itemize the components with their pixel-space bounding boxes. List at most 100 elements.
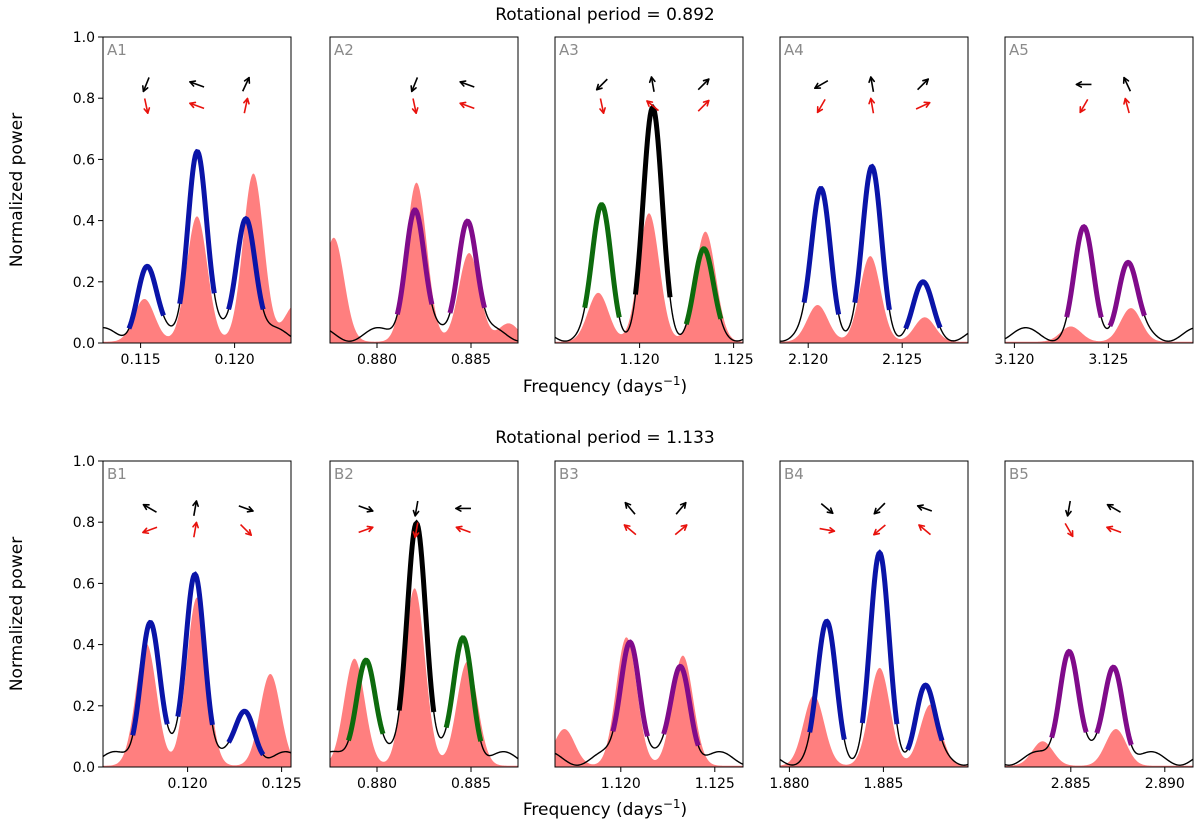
arrow-red-3 [915, 101, 931, 110]
peak-3-highlight [443, 635, 484, 742]
y-tick-label: 0.4 [73, 638, 95, 654]
peak-1-highlight [126, 263, 166, 330]
arrow-red-2-head [189, 101, 197, 105]
panel-plot-area [780, 549, 968, 767]
arrow-red-3 [697, 99, 710, 112]
arrow-black-3 [916, 504, 933, 512]
arrow-black-2-head [412, 509, 416, 517]
peak-2-highlight [447, 218, 487, 314]
panel-label: B1 [107, 465, 127, 483]
arrow-red-3-head [918, 524, 926, 527]
arrow-black-2-head [1123, 76, 1130, 82]
panel-a4: 2.120 2.125 A4 [779, 36, 969, 368]
arrow-black-1-head [826, 511, 834, 515]
power-fill-area [103, 173, 291, 343]
arrow-black-2-head [650, 76, 656, 83]
panel-a2: 0.880 0.885 A2 [329, 36, 519, 368]
panel-label: B3 [559, 465, 579, 483]
panel-b2: 0.880 0.885 B2 [329, 460, 519, 792]
peak-2-highlight [396, 519, 437, 713]
x-tick-label: 0.880 [357, 352, 397, 368]
power-line [555, 641, 743, 766]
peak-1-highlight [807, 618, 847, 740]
arrow-red-2 [189, 101, 205, 110]
panel-label: A3 [559, 41, 579, 59]
arrow-black-2-shaft [873, 502, 886, 515]
peak-1-highlight [1064, 223, 1104, 318]
panel-plot-area [1005, 648, 1193, 767]
arrow-red-2-shaft [1124, 98, 1130, 114]
arrow-black-1-head [624, 501, 632, 506]
panel-label: A2 [334, 41, 354, 59]
arrow-red-2 [459, 101, 475, 110]
arrow-red-1-shaft [1079, 98, 1089, 113]
arrow-red-3-head [706, 99, 710, 107]
arrow-red-1-shaft [816, 98, 826, 113]
arrow-red-3-shaft [918, 524, 932, 536]
arrow-black-1-shaft [142, 77, 150, 92]
panel-frame [779, 460, 969, 768]
panel-frame [329, 460, 519, 768]
arrow-red-2-shaft [674, 524, 688, 536]
arrow-red-1 [1064, 522, 1074, 538]
x-tick-label: 0.885 [451, 352, 491, 368]
arrow-red-1-head [828, 530, 836, 534]
arrow-red-3-shaft [456, 526, 471, 534]
arrow-black-2-shaft [650, 76, 655, 92]
power-fill-area [780, 667, 968, 767]
arrow-black-1-shaft [596, 78, 608, 91]
x-tick-label: 2.885 [1051, 776, 1091, 792]
arrow-red-1 [599, 98, 606, 114]
panel-plot-area [780, 163, 968, 343]
arrow-black-2-shaft [414, 500, 419, 516]
row-title-top: Rotational period = 0.892 [495, 5, 715, 25]
arrow-red-1-head [142, 527, 148, 534]
panel-b5: 2.885 2.890 B5 [1004, 460, 1194, 792]
arrow-red-3 [455, 525, 471, 534]
arrow-black-2 [1122, 76, 1132, 92]
x-tick-label: 0.125 [262, 776, 302, 792]
peak-2-highlight [852, 163, 892, 311]
arrow-red-2 [674, 524, 688, 536]
arrow-black-2 [412, 500, 420, 517]
arrow-black-1-shaft [143, 503, 157, 513]
panel-a1: 0.115 0.120 A1 [102, 36, 292, 368]
x-tick-label: 1.885 [863, 776, 903, 792]
arrow-red-1-shaft [623, 524, 637, 536]
arrow-red-2 [1106, 525, 1122, 534]
arrow-red-1 [358, 525, 374, 534]
panel-plot-area [330, 182, 518, 343]
arrow-black-1-head [366, 510, 374, 513]
panel-frame [1004, 460, 1194, 768]
arrow-red-2-shaft [646, 100, 660, 112]
y-tick-label: 0.2 [73, 275, 95, 291]
x-axis-label-exponent: −1 [663, 797, 681, 811]
arrow-red-2-head [873, 528, 877, 536]
arrow-red-1-head [368, 526, 374, 533]
row-title-bottom: Rotational period = 1.133 [495, 428, 715, 448]
panel-label: A1 [107, 41, 127, 59]
panel-b4: 1.880 1.885 B4 [769, 460, 969, 792]
panel-frame [1004, 36, 1194, 344]
arrow-red-1 [1079, 98, 1089, 114]
arrow-black-2 [459, 80, 475, 88]
arrow-red-1-head [599, 108, 605, 114]
power-fill-area [780, 256, 968, 343]
y-axis-label-top: Normalized power [7, 113, 27, 267]
power-fill-area [103, 597, 291, 767]
arrow-red-2-shaft [459, 102, 475, 110]
panel-plot-area [555, 637, 743, 767]
arrow-black-2-head [459, 80, 467, 83]
arrow-red-1-shaft [1064, 522, 1074, 537]
arrow-red-1 [816, 98, 826, 114]
arrow-red-2 [646, 100, 660, 112]
arrow-red-2-shaft [189, 102, 205, 110]
y-ticks-top: 0.0 0.2 0.4 0.6 0.8 1.0 [73, 30, 103, 352]
peak-3-highlight [226, 708, 266, 757]
arrow-black-3 [238, 505, 254, 513]
peak-3-highlight [903, 279, 943, 330]
arrow-black-2-head [870, 76, 876, 83]
panel-frame [102, 460, 292, 768]
arrow-black-1-shaft [411, 77, 419, 92]
peak-1-highlight [801, 186, 842, 315]
